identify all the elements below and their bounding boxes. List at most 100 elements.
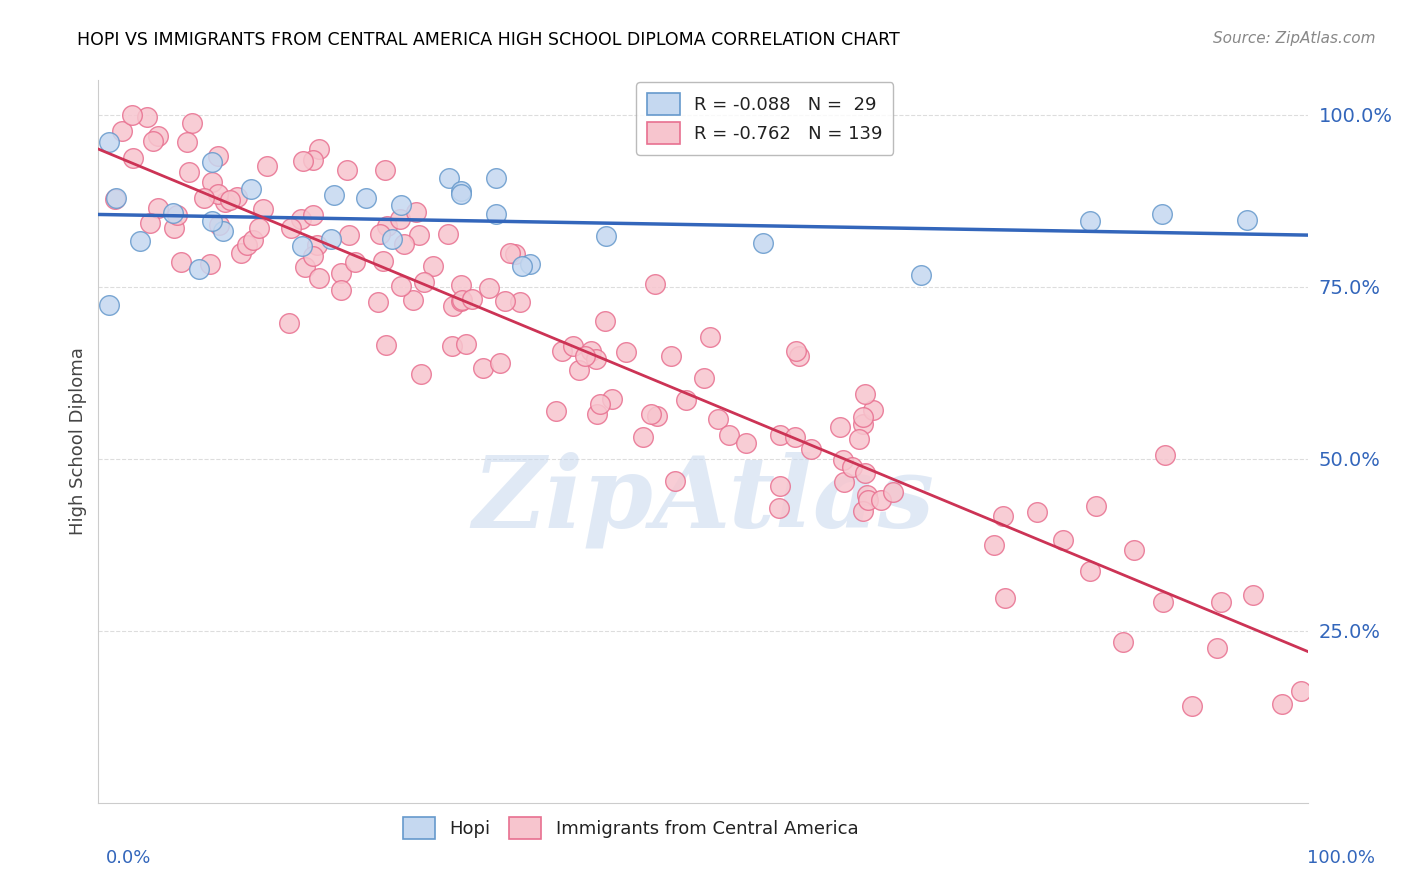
- Point: [699, 330, 721, 344]
- Point: [441, 339, 464, 353]
- Point: [207, 149, 229, 163]
- Point: [367, 295, 389, 310]
- Point: [856, 493, 879, 508]
- Point: [207, 187, 229, 202]
- Point: [413, 276, 436, 290]
- Point: [98, 135, 121, 149]
- Point: [121, 108, 143, 122]
- Point: [294, 260, 316, 274]
- Point: [169, 255, 191, 269]
- Point: [852, 409, 875, 424]
- Point: [247, 221, 270, 235]
- Point: [581, 343, 603, 358]
- Point: [290, 211, 312, 226]
- Point: [336, 163, 359, 178]
- Point: [200, 155, 222, 169]
- Point: [499, 245, 522, 260]
- Point: [785, 430, 807, 444]
- Point: [717, 427, 740, 442]
- Point: [706, 412, 728, 426]
- Point: [375, 338, 398, 352]
- Point: [450, 187, 472, 202]
- Point: [302, 208, 325, 222]
- Point: [330, 266, 353, 280]
- Point: [229, 246, 252, 260]
- Point: [848, 433, 870, 447]
- Point: [308, 271, 330, 285]
- Point: [734, 435, 756, 450]
- Point: [852, 504, 875, 518]
- Point: [402, 293, 425, 307]
- Point: [128, 234, 150, 248]
- Point: [675, 393, 697, 408]
- Point: [374, 163, 396, 178]
- Point: [162, 206, 184, 220]
- Point: [389, 279, 412, 293]
- Point: [800, 442, 823, 456]
- Point: [494, 293, 516, 308]
- Point: [600, 392, 623, 406]
- Point: [1152, 595, 1174, 609]
- Point: [832, 453, 855, 467]
- Point: [256, 159, 278, 173]
- Point: [368, 227, 391, 241]
- Text: 0.0%: 0.0%: [105, 849, 150, 867]
- Point: [211, 224, 233, 238]
- Point: [856, 488, 879, 502]
- Point: [138, 216, 160, 230]
- Point: [645, 409, 668, 423]
- Point: [768, 478, 790, 492]
- Point: [252, 202, 274, 217]
- Point: [853, 467, 876, 481]
- Point: [104, 192, 127, 206]
- Point: [454, 336, 477, 351]
- Point: [308, 142, 330, 156]
- Point: [830, 420, 852, 434]
- Point: [408, 227, 430, 242]
- Point: [993, 508, 1015, 523]
- Point: [561, 338, 583, 352]
- Point: [188, 261, 211, 276]
- Point: [841, 460, 863, 475]
- Point: [1236, 212, 1258, 227]
- Point: [198, 257, 221, 271]
- Point: [225, 189, 247, 203]
- Point: [994, 591, 1017, 605]
- Point: [644, 277, 666, 292]
- Point: [1271, 698, 1294, 712]
- Text: ZipAtlas: ZipAtlas: [472, 451, 934, 548]
- Point: [509, 294, 531, 309]
- Point: [785, 344, 807, 359]
- Point: [472, 361, 495, 376]
- Point: [1152, 207, 1174, 221]
- Point: [142, 134, 165, 148]
- Point: [1078, 564, 1101, 578]
- Point: [503, 246, 526, 260]
- Point: [585, 408, 607, 422]
- Point: [1026, 505, 1049, 519]
- Point: [319, 232, 342, 246]
- Point: [519, 257, 541, 271]
- Point: [882, 484, 904, 499]
- Point: [478, 281, 501, 295]
- Point: [631, 430, 654, 444]
- Point: [1084, 499, 1107, 513]
- Point: [240, 182, 263, 196]
- Point: [405, 204, 427, 219]
- Point: [1112, 635, 1135, 649]
- Point: [98, 298, 121, 312]
- Point: [789, 350, 811, 364]
- Point: [323, 187, 346, 202]
- Point: [852, 417, 875, 431]
- Text: 100.0%: 100.0%: [1308, 849, 1375, 867]
- Point: [343, 255, 366, 269]
- Point: [546, 403, 568, 417]
- Point: [291, 154, 314, 169]
- Point: [329, 283, 352, 297]
- Point: [1211, 595, 1233, 609]
- Point: [305, 237, 328, 252]
- Point: [862, 402, 884, 417]
- Point: [834, 475, 856, 489]
- Point: [201, 214, 224, 228]
- Point: [640, 407, 662, 421]
